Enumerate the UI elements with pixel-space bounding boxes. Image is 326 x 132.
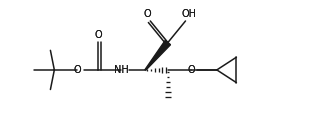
Polygon shape	[145, 40, 170, 70]
Text: O: O	[143, 9, 151, 19]
Text: O: O	[187, 65, 195, 75]
Text: O: O	[143, 9, 151, 19]
Text: NH: NH	[113, 65, 128, 75]
Text: O: O	[73, 65, 81, 75]
Text: O: O	[95, 30, 102, 40]
Text: O: O	[95, 30, 102, 40]
Text: O: O	[73, 65, 81, 75]
Text: O: O	[187, 65, 195, 75]
Text: OH: OH	[182, 9, 197, 19]
Text: NH: NH	[113, 65, 128, 75]
Text: OH: OH	[182, 9, 197, 19]
